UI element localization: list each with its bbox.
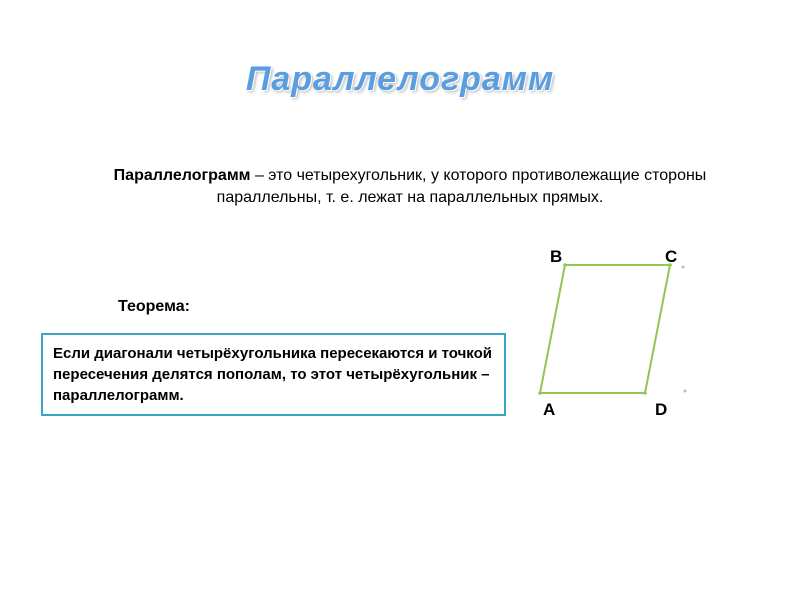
vertex-label-d: D — [655, 400, 667, 420]
definition-text: Параллелограмм – это четырехугольник, у … — [90, 165, 730, 210]
guide-dot — [682, 266, 685, 269]
parallelogram-shape — [540, 265, 670, 393]
theorem-box: Если диагонали четырёхугольника пересека… — [41, 333, 506, 416]
vertex-label-b: B — [550, 247, 562, 267]
definition-rest: – это четырехугольник, у которого против… — [217, 167, 707, 206]
guide-dot — [684, 390, 687, 393]
page-title: Параллелограмм — [0, 60, 800, 99]
vertex-label-c: C — [665, 247, 677, 267]
parallelogram-figure: B C D A — [525, 255, 705, 425]
theorem-label: Теорема: — [118, 298, 190, 316]
vertex-dot-b — [563, 263, 567, 267]
vertex-dot-a — [538, 391, 542, 395]
theorem-text: Если диагонали четырёхугольника пересека… — [53, 343, 494, 406]
definition-term: Параллелограмм — [114, 167, 251, 184]
vertex-label-a: A — [543, 400, 555, 420]
vertex-dot-d — [643, 391, 647, 395]
